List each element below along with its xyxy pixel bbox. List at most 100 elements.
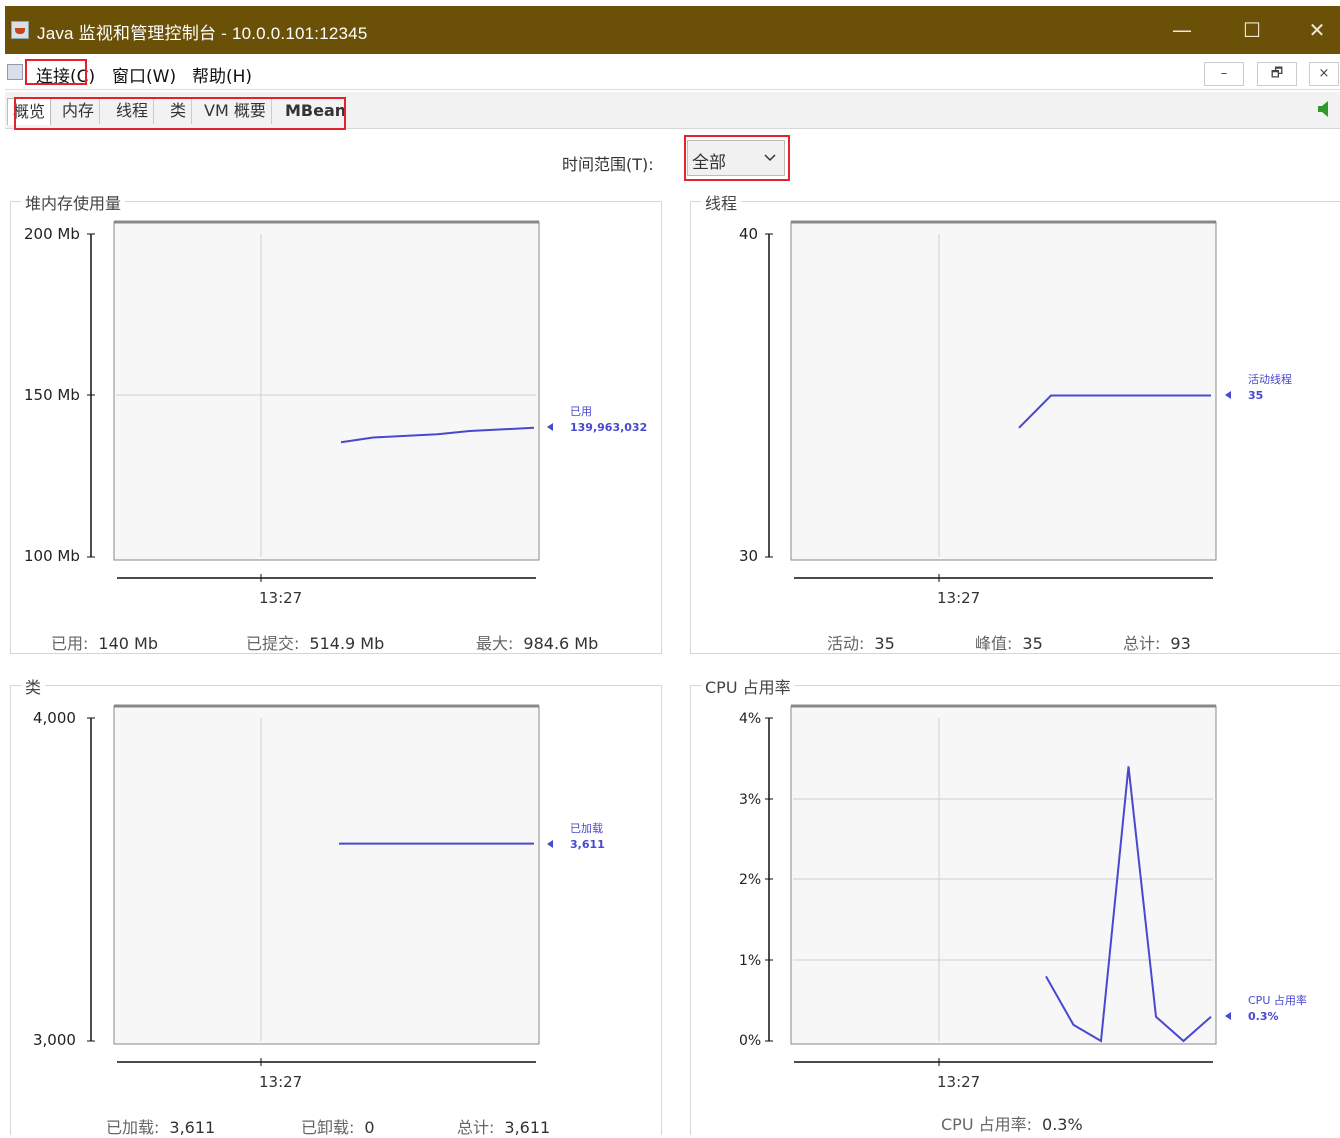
cpu-y-label-3: 3% (739, 792, 761, 808)
connection-status-icon (1318, 101, 1328, 117)
heap-stat-max-label: 最大: (476, 634, 514, 653)
threads-plot-area (790, 221, 1217, 561)
classes-x-label: 13:27 (259, 1073, 302, 1091)
classes-stat-total: 总计: 3,611 (457, 1114, 550, 1138)
heap-legend-value: 139,963,032 (570, 421, 647, 434)
heap-y-label-150: 150 Mb (24, 386, 80, 404)
heap-memory-panel: 堆内存使用量 200 Mb 150 Mb 100 Mb 13:27 已用 139… (10, 190, 662, 654)
heap-legend-name: 已用 (570, 405, 592, 418)
cpu-panel: CPU 占用率 4% 3% 2% 1% 0% 13:27 CPU 占用率 0.3… (690, 674, 1340, 1135)
time-range-select[interactable]: 全部 (687, 140, 785, 176)
classes-stat-loaded-label: 已加载: (106, 1118, 160, 1137)
heap-stat-committed: 已提交: 514.9 Mb (246, 630, 384, 654)
classes-y-label-4000: 4,000 (33, 709, 76, 727)
threads-panel: 线程 40 30 13:27 活动线程 35 活动: 35 峰值: 35 总计: 93 (690, 190, 1340, 654)
threads-stat-total-value: 93 (1170, 634, 1191, 653)
heap-y-label-200: 200 Mb (24, 225, 80, 243)
internal-restore-button[interactable]: 🗗 (1257, 62, 1297, 86)
classes-panel: 类 4,000 3,000 13:27 已加载 3,611 已加载: 3,611 … (10, 674, 662, 1138)
tab-vm-summary[interactable]: VM 概要 (199, 98, 272, 124)
heap-x-label: 13:27 (259, 589, 302, 607)
classes-legend-marker (547, 840, 553, 848)
java-app-icon (11, 21, 29, 39)
threads-stat-total: 总计: 93 (1123, 630, 1191, 654)
threads-panel-title: 线程 (701, 190, 742, 214)
classes-stat-loaded: 已加载: 3,611 (106, 1114, 215, 1138)
threads-stat-live-value: 35 (874, 634, 895, 653)
internal-close-button[interactable]: × (1309, 62, 1339, 86)
heap-chart: 200 Mb 150 Mb 100 Mb 13:27 已用 139,963,03… (24, 220, 647, 607)
cpu-usage-series-line (1045, 766, 1212, 1043)
threads-stat-peak-label: 峰值: (975, 634, 1013, 653)
heap-stat-max: 最大: 984.6 Mb (476, 630, 598, 654)
cpu-y-label-1: 1% (739, 953, 761, 969)
highlight-tabs (14, 97, 346, 130)
threads-stat-peak-value: 35 (1022, 634, 1043, 653)
time-range-label: 时间范围(T): (562, 155, 654, 174)
cpu-x-label: 13:27 (937, 1073, 980, 1091)
cpu-legend-name: CPU 占用率 (1248, 993, 1307, 1007)
threads-stat-total-label: 总计: (1123, 634, 1161, 653)
java-small-icon (7, 64, 23, 80)
menu-bar: 连接(C) 窗口(W) 帮助(H) – 🗗 × (5, 56, 1340, 90)
menu-connection[interactable]: 连接(C) (36, 67, 96, 87)
threads-legend-value: 35 (1248, 389, 1263, 402)
cpu-y-label-4: 4% (739, 711, 761, 727)
cpu-chart: 4% 3% 2% 1% 0% 13:27 CPU 占用率 0.3% (739, 704, 1307, 1091)
cpu-y-label-0: 0% (739, 1033, 761, 1049)
classes-legend-value: 3,611 (570, 838, 605, 851)
heap-stat-committed-value: 514.9 Mb (309, 634, 385, 653)
heap-stat-used-value: 140 Mb (98, 634, 158, 653)
window-title: Java 监视和管理控制台 - 10.0.0.101:12345 (37, 24, 368, 43)
threads-stat-live: 活动: 35 (827, 630, 895, 654)
maximize-button[interactable]: ☐ (1243, 18, 1261, 42)
threads-x-label: 13:27 (937, 589, 980, 607)
heap-stat-used: 已用: 140 Mb (51, 630, 158, 654)
tab-memory[interactable]: 内存 (57, 98, 101, 124)
threads-stat-peak: 峰值: 35 (975, 630, 1043, 654)
window-titlebar: Java 监视和管理控制台 - 10.0.0.101:12345 — ☐ ✕ (5, 6, 1340, 54)
tab-mbean[interactable]: MBean (285, 101, 347, 120)
minimize-button[interactable]: — (1172, 18, 1192, 42)
classes-stat-total-label: 总计: (457, 1118, 495, 1137)
menu-help[interactable]: 帮助(H) (192, 67, 253, 87)
internal-minimize-button[interactable]: – (1204, 62, 1244, 86)
heap-plot-area (113, 221, 540, 561)
tab-threads[interactable]: 线程 (111, 98, 155, 124)
threads-y-label-40: 40 (739, 225, 758, 243)
tab-classes[interactable]: 类 (165, 98, 193, 124)
cpu-legend-value: 0.3% (1248, 1010, 1279, 1023)
classes-stat-total-value: 3,611 (504, 1118, 551, 1137)
cpu-stat-usage-label: CPU 占用率: (941, 1115, 1033, 1134)
classes-stat-unloaded-label: 已卸载: (301, 1118, 355, 1137)
chevron-down-icon (764, 154, 776, 162)
classes-legend-name: 已加载 (570, 822, 603, 835)
cpu-y-label-2: 2% (739, 872, 761, 888)
heap-stat-used-label: 已用: (51, 634, 89, 653)
cpu-panel-title: CPU 占用率 (701, 674, 795, 698)
cpu-plot-area (790, 705, 1217, 1045)
threads-y-label-30: 30 (739, 547, 758, 565)
heap-used-series-line (340, 426, 535, 444)
threads-chart: 40 30 13:27 活动线程 35 (739, 220, 1292, 607)
classes-panel-title: 类 (21, 674, 46, 698)
close-button[interactable]: ✕ (1308, 18, 1326, 42)
time-range-value: 全部 (692, 153, 726, 173)
heap-panel-title: 堆内存使用量 (21, 190, 126, 214)
heap-y-label-100: 100 Mb (24, 547, 80, 565)
cpu-legend-marker (1225, 1012, 1231, 1020)
threads-legend-marker (1225, 391, 1231, 399)
threads-active-series-line (1018, 394, 1211, 429)
heap-stat-committed-label: 已提交: (246, 634, 300, 653)
classes-plot-area (113, 705, 540, 1045)
classes-stat-unloaded-value: 0 (364, 1118, 375, 1137)
highlight-connection-menu (25, 59, 87, 85)
classes-stat-loaded-value: 3,611 (169, 1118, 216, 1137)
heap-legend-marker (547, 423, 553, 431)
classes-stat-unloaded: 已卸载: 0 (301, 1114, 375, 1138)
threads-stat-live-label: 活动: (827, 634, 865, 653)
threads-legend-name: 活动线程 (1248, 372, 1292, 386)
heap-stat-max-value: 984.6 Mb (523, 634, 599, 653)
cpu-stat-usage-value: 0.3% (1042, 1115, 1083, 1134)
menu-window[interactable]: 窗口(W) (112, 67, 177, 87)
